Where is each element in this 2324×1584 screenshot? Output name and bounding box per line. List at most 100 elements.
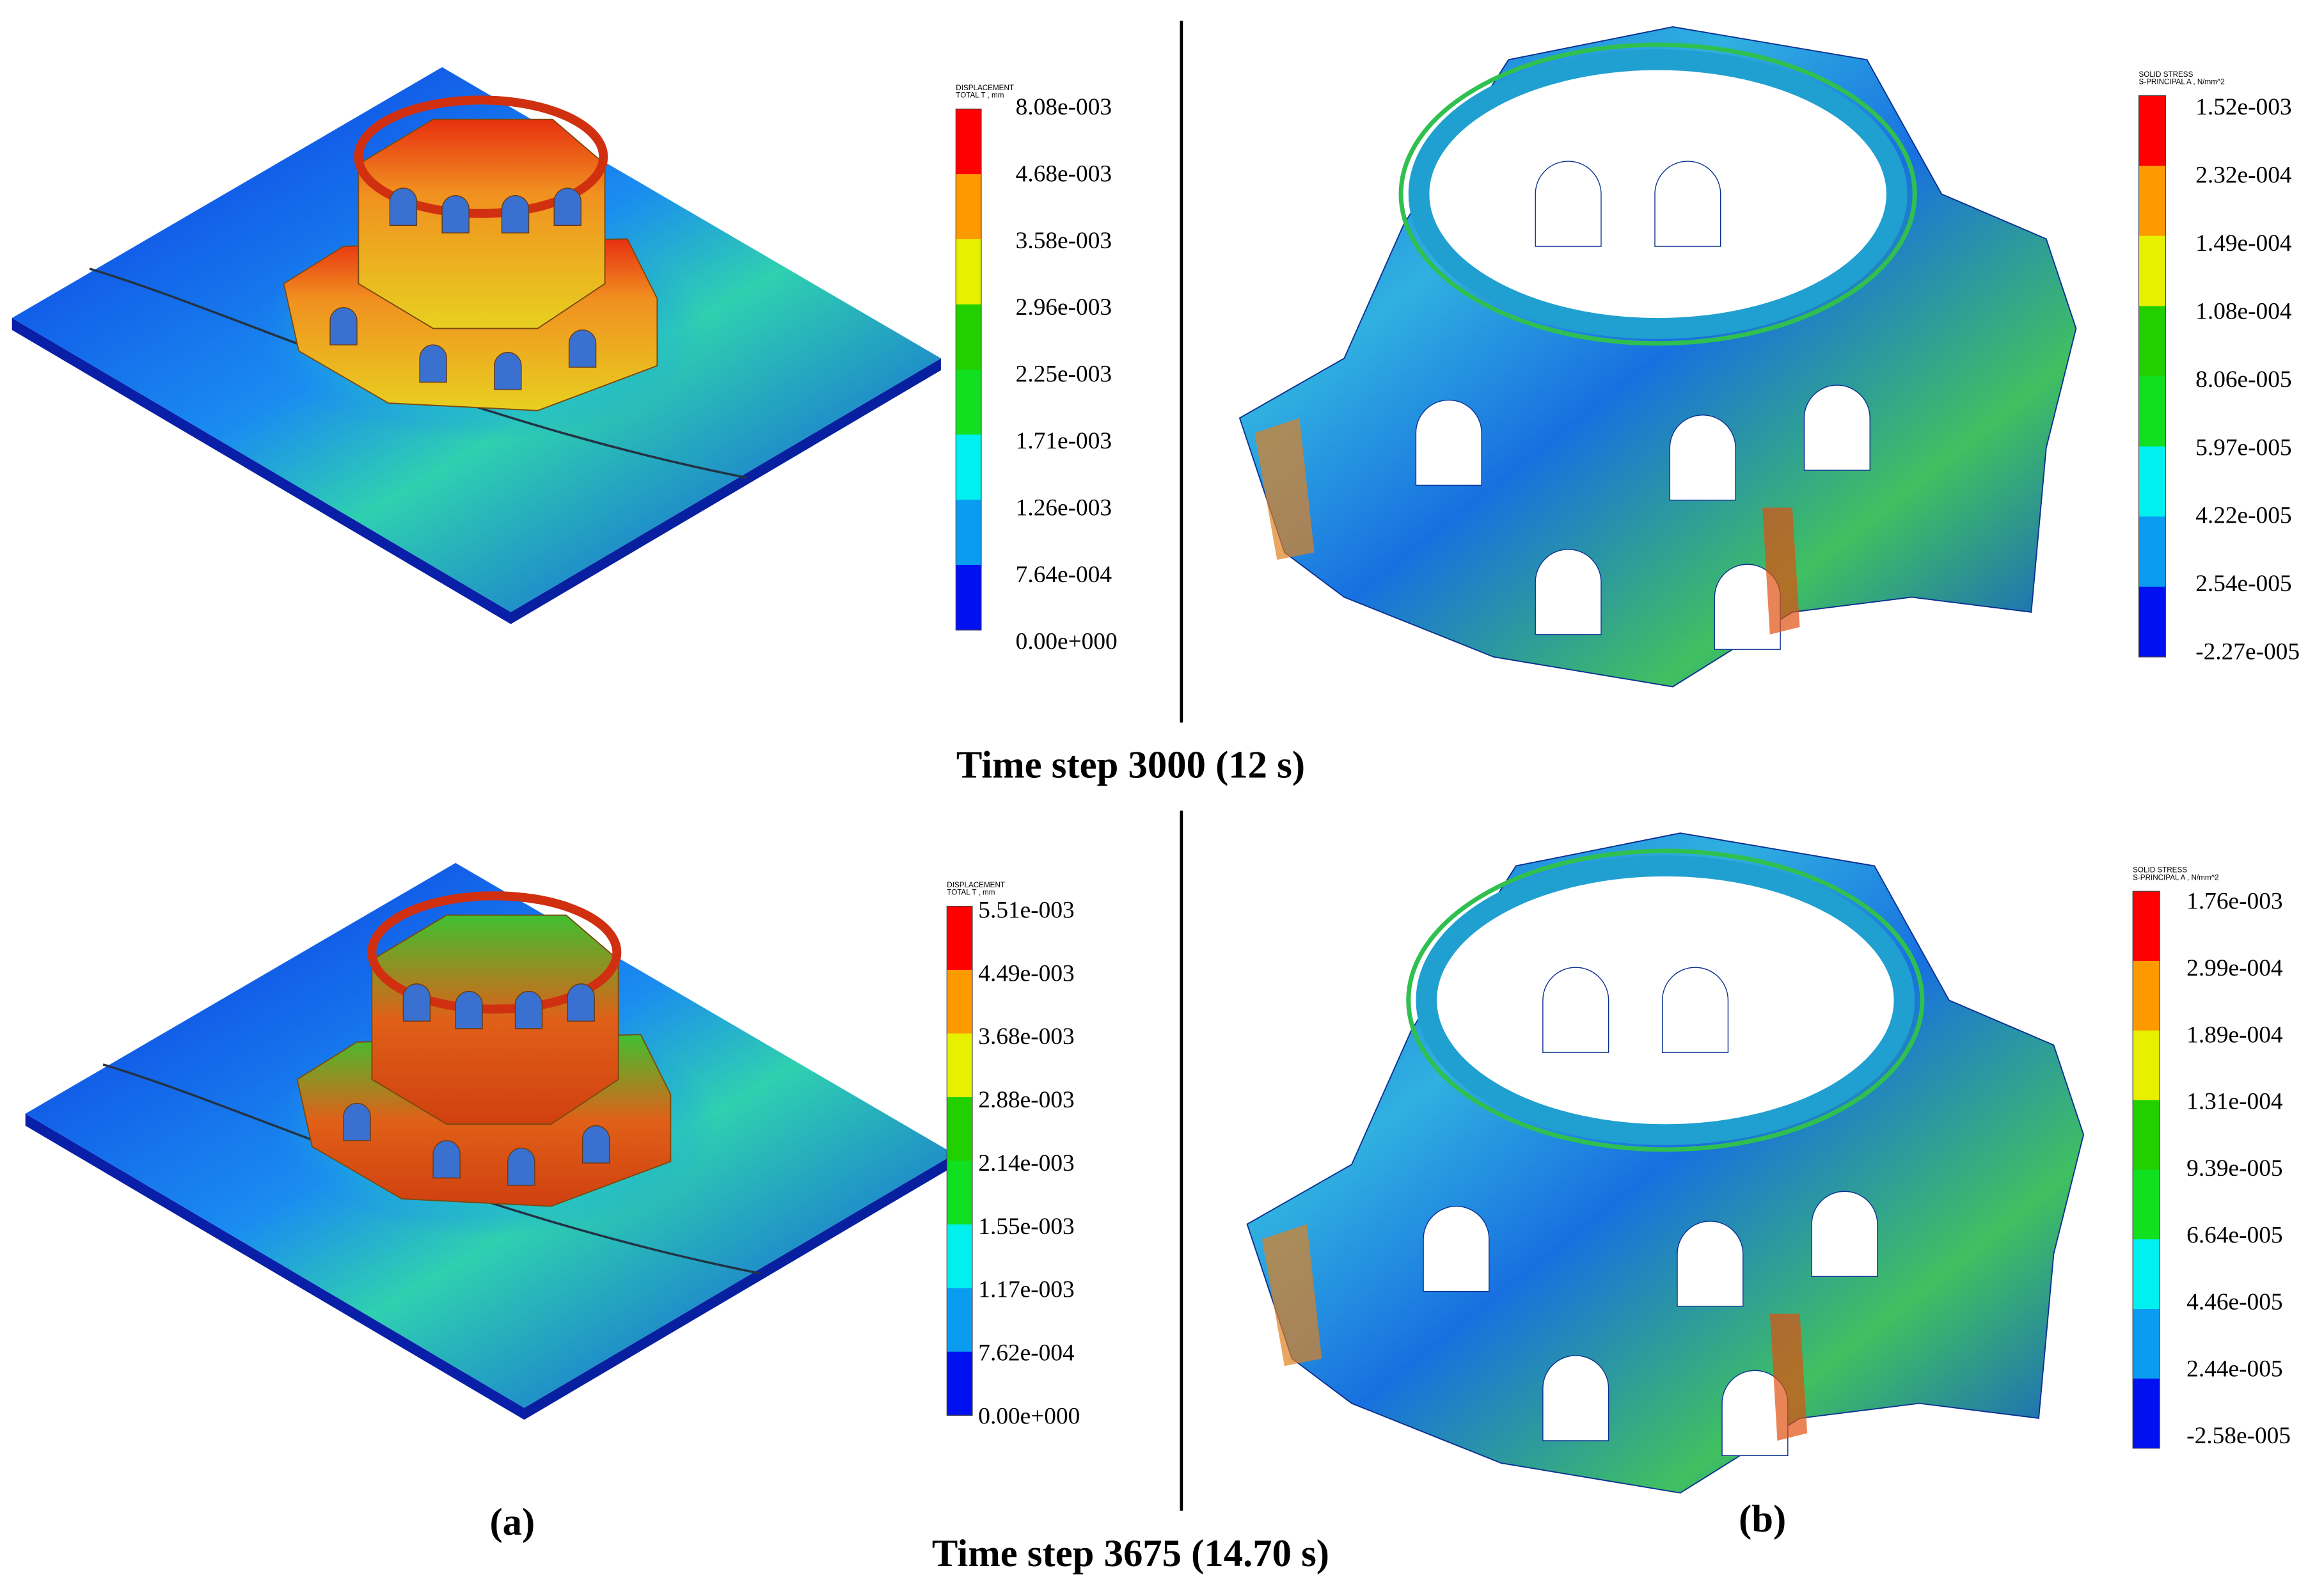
stress-patch bbox=[1762, 507, 1800, 635]
dome-ring bbox=[1398, 42, 1917, 346]
slab-side bbox=[510, 358, 941, 624]
legend-band bbox=[956, 174, 981, 240]
legend-label: 4.46e-005 bbox=[2186, 1289, 2282, 1315]
building-ring bbox=[367, 891, 622, 1014]
arch bbox=[1542, 967, 1609, 1053]
legend-label: 2.25e-003 bbox=[1016, 361, 1112, 388]
arch bbox=[581, 1125, 610, 1164]
legend-label: 9.39e-005 bbox=[2186, 1155, 2282, 1182]
arch bbox=[1661, 967, 1729, 1053]
legend-label: 1.52e-003 bbox=[2195, 94, 2291, 120]
legend-band bbox=[2138, 235, 2166, 307]
legend-band bbox=[947, 969, 972, 1034]
arch bbox=[455, 990, 483, 1029]
legend-band bbox=[956, 239, 981, 305]
legend-label: 1.76e-003 bbox=[2186, 888, 2282, 914]
legend-band bbox=[947, 1288, 972, 1352]
arch bbox=[1654, 161, 1721, 247]
legend-frame bbox=[946, 905, 973, 1416]
legend-label: 1.55e-003 bbox=[978, 1214, 1074, 1240]
legend-heading: SOLID STRESS bbox=[2138, 70, 2193, 79]
legend-band bbox=[956, 369, 981, 436]
legend-band bbox=[947, 1351, 972, 1416]
slab-side bbox=[524, 1153, 954, 1420]
legend-label: 7.64e-004 bbox=[1016, 562, 1112, 588]
legend-label: 1.89e-004 bbox=[2186, 1022, 2283, 1048]
legend-band bbox=[2133, 1100, 2160, 1171]
slab-side bbox=[25, 1113, 525, 1420]
legend-label: 4.49e-003 bbox=[978, 960, 1074, 986]
legend-band bbox=[2138, 95, 2166, 166]
legend-label: 5.51e-003 bbox=[978, 897, 1074, 923]
arch bbox=[1677, 1221, 1744, 1307]
arch bbox=[432, 1140, 461, 1178]
legend-band bbox=[2138, 166, 2166, 237]
legend-band bbox=[947, 906, 972, 970]
legend-label: 1.71e-003 bbox=[1016, 428, 1112, 454]
legend-band bbox=[956, 304, 981, 370]
arch bbox=[343, 1102, 371, 1141]
legend-frame bbox=[2138, 95, 2167, 658]
legend-band bbox=[947, 1160, 972, 1225]
caption: Time step 3675 (14.70 s) bbox=[932, 1532, 1329, 1575]
building-ring bbox=[354, 95, 608, 218]
legend-label: 7.62e-004 bbox=[978, 1340, 1075, 1366]
legend-band bbox=[2138, 516, 2166, 587]
legend-band bbox=[2133, 1378, 2160, 1449]
panel-label: (a) bbox=[489, 1501, 535, 1544]
dome-ring bbox=[1406, 848, 1925, 1152]
legend-band bbox=[2133, 1030, 2160, 1101]
legend-band bbox=[2133, 1239, 2160, 1310]
legend-label: -2.58e-005 bbox=[2186, 1423, 2291, 1449]
arch bbox=[514, 990, 543, 1029]
arch bbox=[1542, 1355, 1609, 1441]
arch bbox=[553, 187, 581, 226]
legend-band bbox=[2133, 960, 2160, 1031]
arch bbox=[568, 329, 597, 368]
legend-label: 1.31e-004 bbox=[2186, 1089, 2283, 1115]
legend-band bbox=[2133, 1169, 2160, 1240]
arch bbox=[567, 983, 595, 1022]
fe-model bbox=[1246, 832, 2085, 1494]
legend-label: 0.00e+000 bbox=[978, 1404, 1080, 1430]
arch bbox=[1803, 384, 1870, 471]
legend-label: 2.32e-004 bbox=[2195, 162, 2292, 188]
arch bbox=[507, 1147, 535, 1186]
fe-model bbox=[1238, 26, 2077, 688]
legend-band bbox=[2138, 376, 2166, 447]
arch bbox=[389, 187, 418, 226]
stress-patch bbox=[1254, 418, 1315, 560]
legend-band bbox=[2133, 891, 2160, 962]
legend-heading: DISPLACEMENT bbox=[956, 84, 1014, 92]
arch bbox=[1811, 1191, 1878, 1277]
fe-model bbox=[12, 67, 941, 624]
legend-label: 2.96e-003 bbox=[1016, 294, 1112, 321]
legend-label: 3.58e-003 bbox=[1016, 228, 1112, 254]
legend-label: 2.88e-003 bbox=[978, 1087, 1074, 1113]
legend-label: 8.06e-005 bbox=[2195, 367, 2291, 393]
arch bbox=[402, 983, 431, 1022]
legend-band bbox=[956, 109, 981, 175]
legend-heading: SOLID STRESS bbox=[2133, 866, 2187, 875]
legend-band bbox=[947, 1033, 972, 1098]
legend-label: 3.68e-003 bbox=[978, 1024, 1074, 1050]
legend-label: 4.68e-003 bbox=[1016, 161, 1112, 187]
legend-heading: DISPLACEMENT bbox=[947, 881, 1005, 889]
arch bbox=[1535, 161, 1602, 247]
arch bbox=[494, 352, 522, 390]
arch bbox=[441, 195, 470, 234]
legend-label: 1.08e-004 bbox=[2195, 298, 2292, 324]
legend-frame bbox=[955, 108, 982, 631]
legend-frame bbox=[2132, 891, 2160, 1449]
legend-label: 2.44e-005 bbox=[2186, 1356, 2282, 1382]
arch bbox=[1423, 1205, 1490, 1292]
legend-label: 2.54e-005 bbox=[2195, 571, 2291, 597]
arch bbox=[1669, 415, 1736, 501]
legend-band bbox=[2138, 587, 2166, 658]
arch bbox=[501, 195, 530, 234]
stress-patch bbox=[1261, 1224, 1322, 1366]
arch bbox=[1535, 549, 1602, 635]
legend-label: 4.22e-005 bbox=[2195, 503, 2291, 529]
